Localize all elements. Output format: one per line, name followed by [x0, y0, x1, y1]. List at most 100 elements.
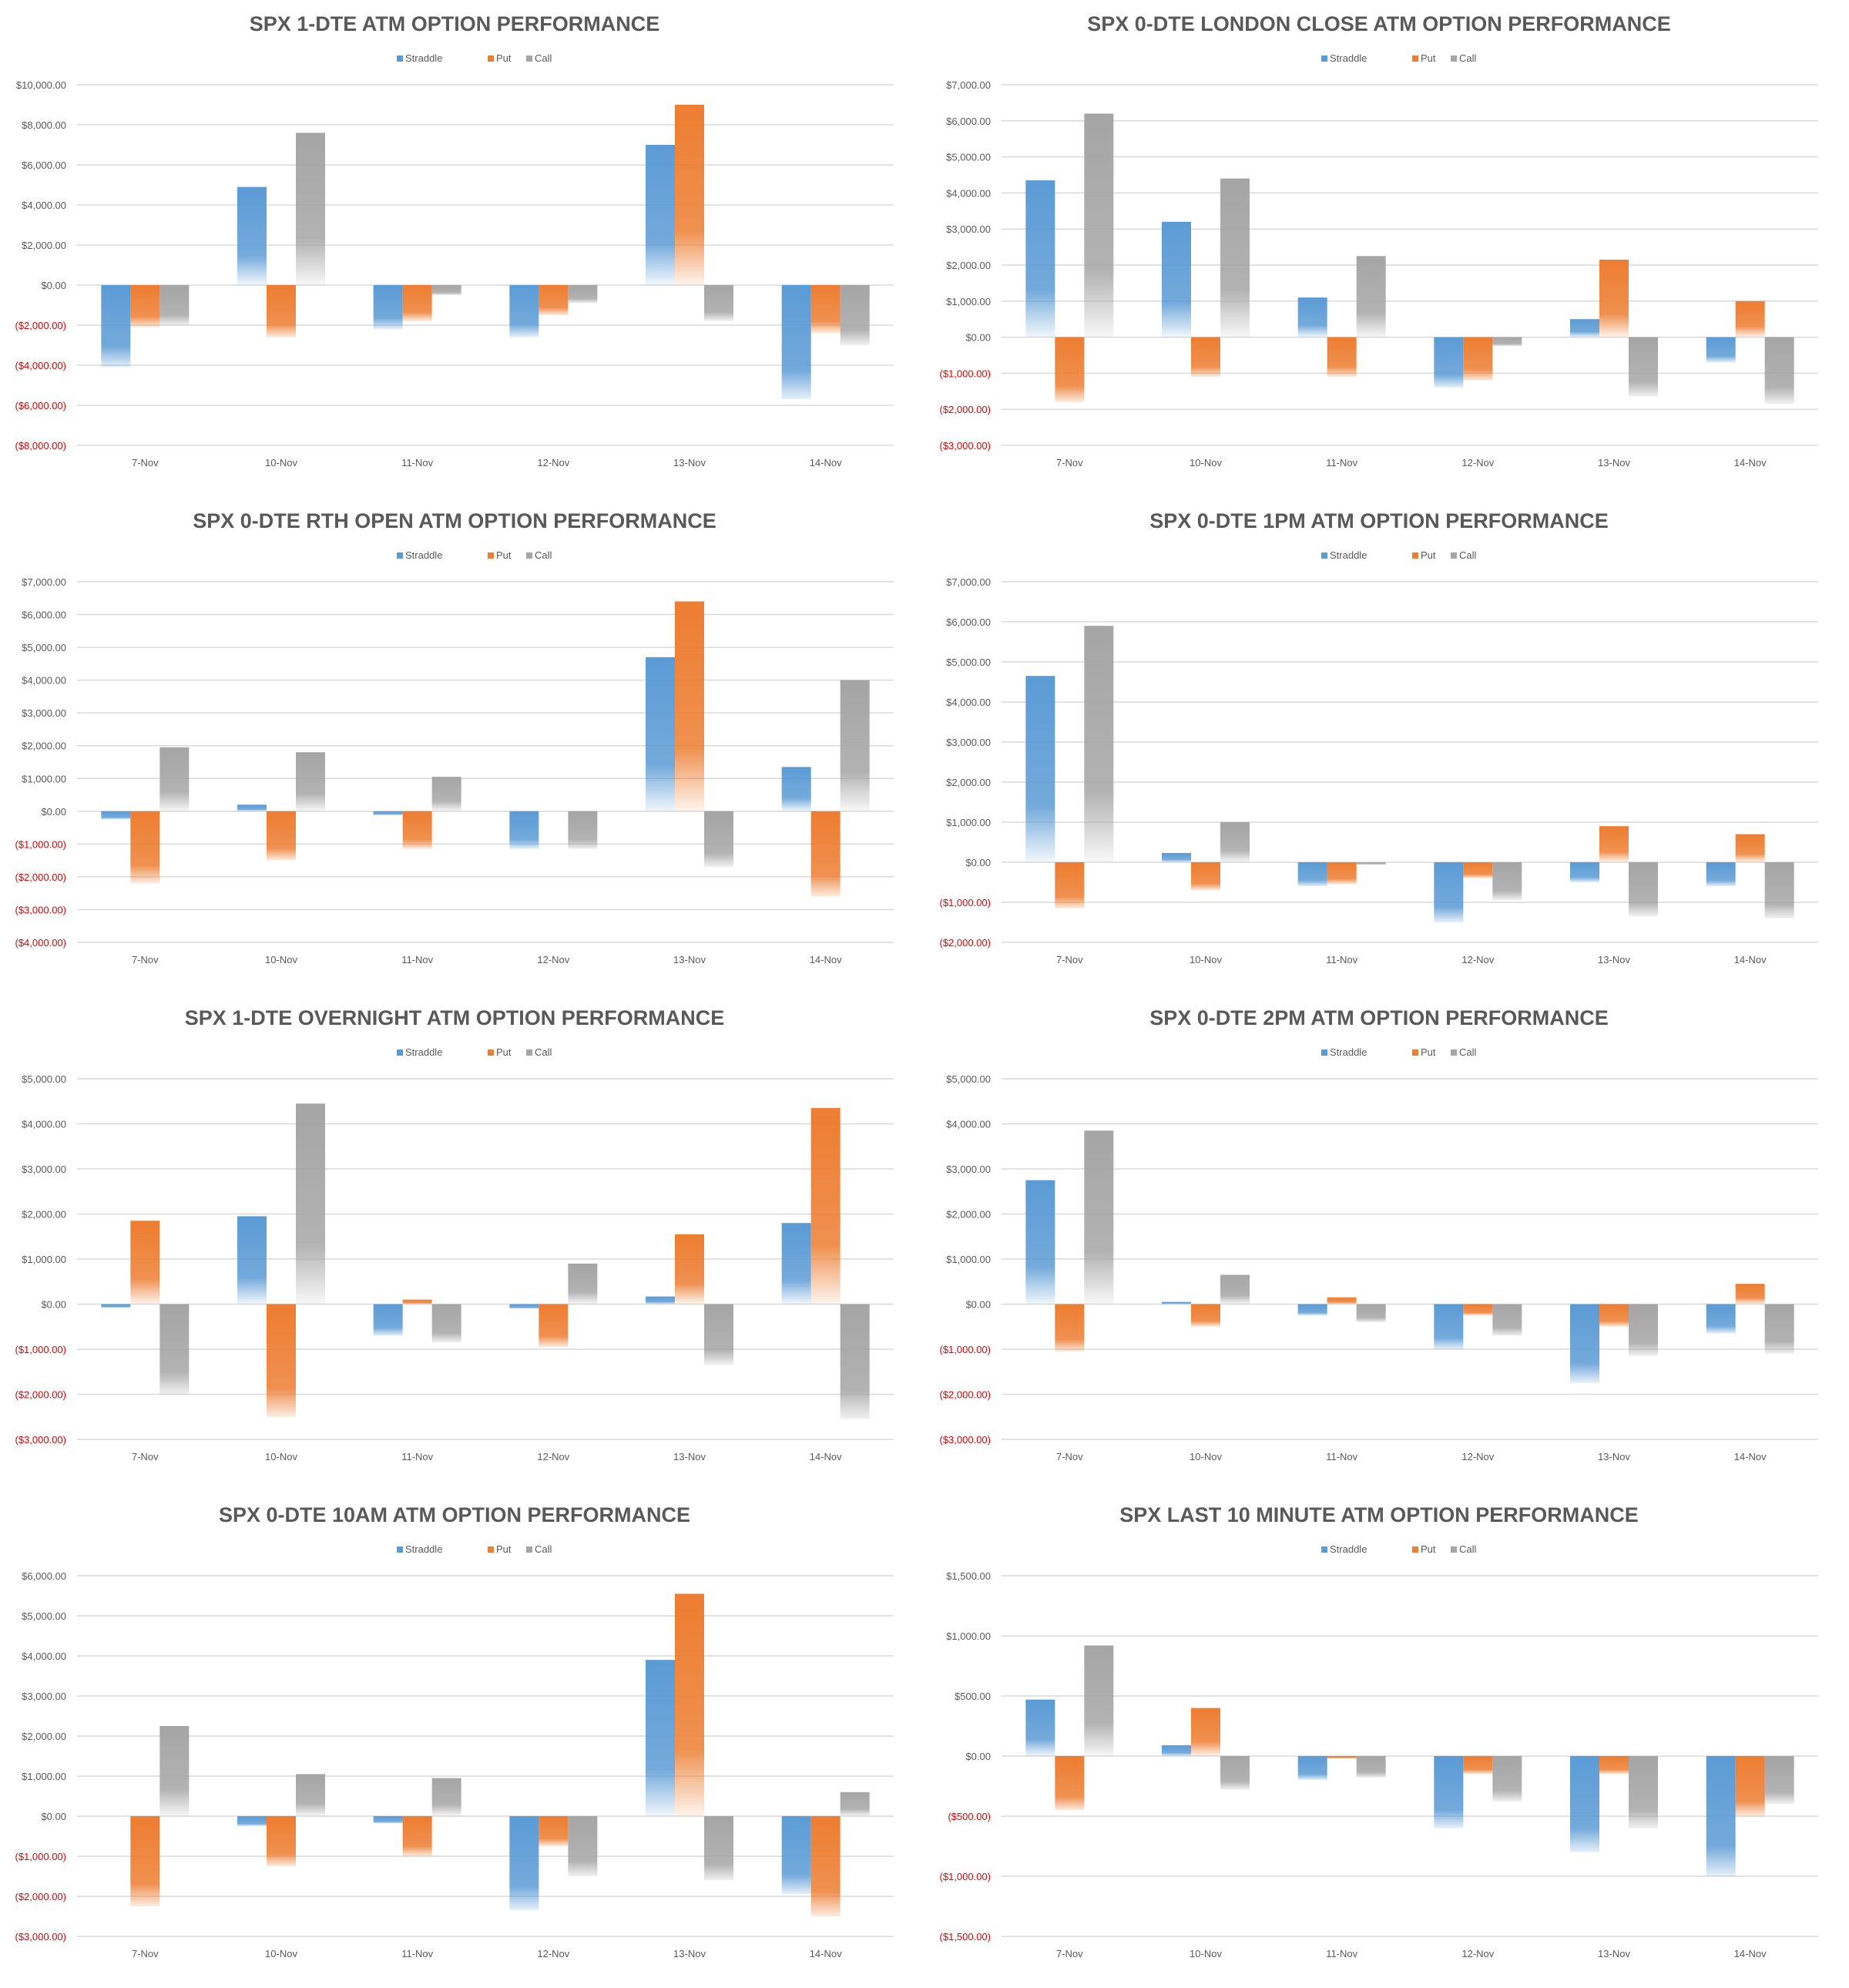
bar-straddle-10-Nov	[1162, 853, 1191, 862]
y-tick-label: $4,000.00	[946, 187, 991, 199]
bar-put-10-Nov	[1191, 862, 1220, 891]
bar-put-13-Nov	[1599, 259, 1629, 337]
y-tick-label: $7,000.00	[946, 576, 991, 588]
y-tick-label: $1,500.00	[946, 1570, 991, 1582]
y-tick-label: $3,000.00	[946, 1164, 991, 1175]
legend-swatch-straddle	[397, 1546, 403, 1553]
y-tick-label: ($1,000.00)	[15, 838, 67, 850]
bar-put-14-Nov	[810, 285, 841, 334]
x-tick-label: 12-Nov	[537, 954, 569, 965]
y-tick-label: $4,000.00	[22, 675, 66, 687]
chart-panel: SPX 0-DTE 1PM ATM OPTION PERFORMANCE Stra…	[924, 497, 1849, 994]
bar-straddle-10-Nov	[1162, 221, 1191, 337]
legend-call: Call	[535, 52, 552, 64]
y-tick-label: ($2,000.00)	[15, 320, 67, 331]
bar-put-14-Nov	[1735, 301, 1765, 337]
bar-put-7-Nov	[1055, 337, 1085, 402]
y-tick-label: $3,000.00	[22, 1691, 66, 1702]
bar-straddle-7-Nov	[1025, 676, 1055, 862]
x-tick-label: 7-Nov	[132, 954, 159, 965]
y-tick-label: $2,000.00	[22, 1731, 66, 1742]
legend-call: Call	[535, 1543, 552, 1555]
y-tick-label: $3,000.00	[946, 737, 991, 748]
x-tick-label: 10-Nov	[265, 1948, 297, 1959]
y-tick-label: $4,000.00	[946, 697, 991, 708]
bar-put-12-Nov	[1463, 1304, 1493, 1316]
chart-svg: SPX 0-DTE 1PM ATM OPTION PERFORMANCE Stra…	[940, 509, 1818, 965]
x-tick-label: 14-Nov	[810, 954, 842, 965]
bar-put-13-Nov	[675, 105, 704, 285]
legend-put: Put	[1421, 549, 1436, 561]
legend-swatch-straddle	[397, 55, 403, 62]
bar-put-7-Nov	[1055, 1756, 1085, 1811]
bar-put-13-Nov	[1599, 1304, 1629, 1327]
chart-title: SPX LAST 10 MINUTE ATM OPTION PERFORMANC…	[1119, 1503, 1639, 1526]
y-tick-label: $3,000.00	[22, 707, 66, 719]
bar-put-12-Nov	[1463, 1756, 1493, 1775]
x-tick-label: 10-Nov	[265, 1451, 297, 1462]
bar-straddle-13-Nov	[646, 145, 675, 285]
chart-title: SPX 1-DTE ATM OPTION PERFORMANCE	[250, 12, 660, 35]
x-tick-label: 10-Nov	[265, 954, 297, 965]
bar-call-14-Nov	[1764, 1756, 1794, 1805]
bar-put-12-Nov	[539, 1816, 569, 1846]
bar-call-12-Nov	[1492, 1304, 1522, 1336]
y-tick-label: $2,000.00	[22, 740, 66, 752]
chart-svg: SPX LAST 10 MINUTE ATM OPTION PERFORMANC…	[940, 1503, 1818, 1959]
y-tick-label: $2,000.00	[946, 260, 991, 271]
bar-straddle-13-Nov	[1570, 1304, 1599, 1383]
y-tick-label: $1,000.00	[22, 1771, 66, 1782]
y-tick-label: $8,000.00	[22, 119, 66, 131]
bar-straddle-11-Nov	[373, 1816, 403, 1824]
legend-swatch-call	[526, 1049, 532, 1056]
bar-put-10-Nov	[267, 811, 296, 861]
bar-straddle-14-Nov	[781, 767, 811, 811]
x-tick-label: 11-Nov	[1326, 954, 1357, 965]
bar-straddle-14-Nov	[781, 1223, 811, 1305]
y-tick-label: ($1,000.00)	[940, 1871, 992, 1882]
bar-straddle-7-Nov	[101, 285, 131, 368]
legend-swatch-straddle	[397, 1049, 403, 1056]
bar-call-12-Nov	[568, 811, 598, 849]
y-tick-label: $6,000.00	[946, 616, 991, 628]
bar-straddle-12-Nov	[1434, 862, 1464, 922]
legend-swatch-put	[1412, 1049, 1418, 1056]
legend-swatch-call	[526, 552, 532, 559]
bar-put-7-Nov	[130, 1816, 160, 1906]
bar-call-11-Nov	[431, 285, 461, 295]
x-tick-label: 12-Nov	[1461, 1948, 1494, 1959]
x-tick-label: 14-Nov	[1734, 457, 1767, 468]
bar-call-12-Nov	[1492, 1756, 1522, 1802]
y-tick-label: $6,000.00	[22, 160, 66, 171]
bar-call-14-Nov	[1764, 337, 1794, 405]
bar-straddle-14-Nov	[1706, 337, 1736, 363]
x-tick-label: 13-Nov	[1598, 954, 1630, 965]
y-tick-label: $1,000.00	[946, 1630, 991, 1642]
x-tick-label: 7-Nov	[1056, 954, 1083, 965]
bar-put-14-Nov	[810, 1108, 841, 1305]
y-tick-label: $3,000.00	[22, 1164, 66, 1175]
y-tick-label: $10,000.00	[16, 79, 66, 91]
bar-call-12-Nov	[568, 1816, 598, 1876]
y-tick-label: ($3,000.00)	[15, 904, 67, 915]
chart-panel: SPX 0-DTE 2PM ATM OPTION PERFORMANCE Stra…	[924, 994, 1849, 1491]
bar-straddle-11-Nov	[1297, 1756, 1327, 1781]
x-tick-label: 13-Nov	[673, 1451, 706, 1462]
legend-swatch-put	[488, 55, 494, 62]
chart-title: SPX 0-DTE 2PM ATM OPTION PERFORMANCE	[1149, 1006, 1609, 1029]
bar-call-12-Nov	[568, 285, 598, 304]
legend-straddle: Straddle	[405, 1046, 442, 1058]
bar-straddle-7-Nov	[1025, 1699, 1055, 1756]
bar-call-7-Nov	[159, 285, 190, 325]
bar-put-10-Nov	[267, 285, 296, 337]
bar-call-13-Nov	[1629, 862, 1658, 917]
legend-swatch-straddle	[1321, 552, 1327, 559]
bar-straddle-7-Nov	[1025, 1180, 1055, 1305]
bar-call-14-Nov	[1764, 1304, 1794, 1354]
x-tick-label: 11-Nov	[401, 457, 433, 468]
y-tick-label: $500.00	[955, 1691, 991, 1702]
legend-swatch-call	[526, 1546, 532, 1553]
bar-call-7-Nov	[159, 1304, 190, 1395]
x-tick-label: 10-Nov	[1190, 457, 1222, 468]
